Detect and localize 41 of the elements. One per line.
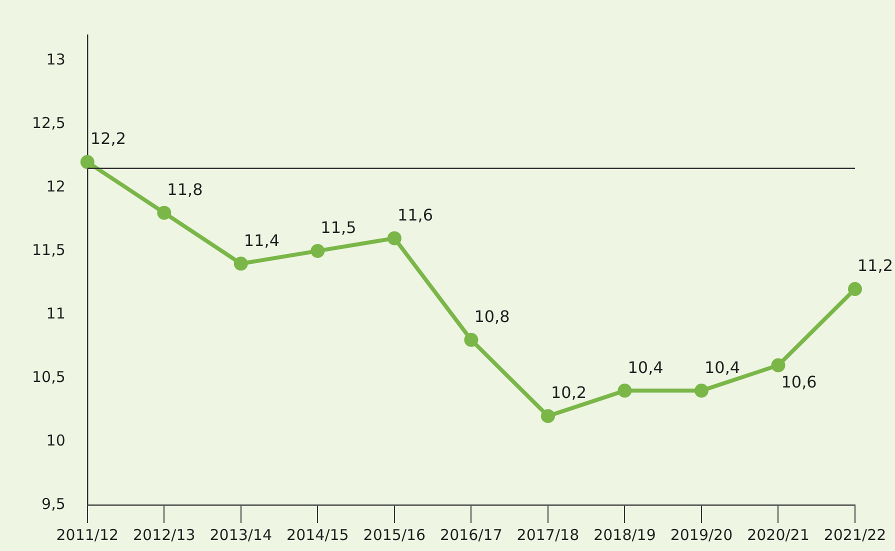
- data-label: 11,2: [857, 256, 893, 276]
- x-tick-label: 2020/21: [747, 526, 810, 544]
- x-tick-label: 2013/14: [210, 526, 272, 544]
- x-tick-label: 2011/12: [56, 526, 119, 544]
- point: [464, 332, 478, 347]
- data-label: 10,6: [781, 372, 817, 392]
- data-label: 11,5: [320, 218, 356, 238]
- point: [618, 384, 632, 398]
- point: [157, 206, 172, 220]
- data-label: 11,8: [167, 180, 203, 199]
- y-tick-label: 12: [46, 177, 66, 196]
- data-label: 10,4: [628, 358, 664, 377]
- point: [540, 409, 555, 424]
- point: [771, 358, 786, 372]
- y-tick-label: 9,5: [42, 494, 66, 513]
- data-label: 10,2: [550, 383, 587, 402]
- x-tick-label: 2019/20: [670, 526, 733, 544]
- y-tick-label: 12,5: [32, 114, 66, 132]
- point: [848, 282, 862, 296]
- y-tick-label: 13: [46, 50, 66, 68]
- point: [387, 231, 402, 246]
- data-label: 10,4: [704, 358, 740, 377]
- y-tick-label: 11,5: [32, 240, 66, 259]
- x-tick-label: 2021/22: [824, 526, 886, 544]
- data-label: 12,2: [90, 129, 126, 148]
- y-tick-label: 11: [46, 304, 66, 322]
- point: [80, 155, 94, 170]
- x-tick-label: 2014/15: [286, 526, 349, 544]
- y-tick-label: 10: [46, 431, 66, 450]
- data-label: 10,8: [474, 307, 510, 326]
- x-tick-label: 2017/18: [516, 526, 580, 544]
- x-tick-label: 2012/13: [132, 526, 196, 544]
- point: [694, 384, 708, 398]
- x-tick-label: 2018/19: [594, 526, 656, 544]
- x-tick-label: 2015/16: [363, 526, 426, 544]
- x-tick-label: 2016/17: [440, 526, 502, 544]
- point: [234, 256, 248, 271]
- y-tick-label: 10,5: [32, 368, 66, 386]
- data-label: 11,6: [397, 205, 434, 224]
- point: [310, 244, 325, 258]
- data-label: 11,4: [244, 230, 280, 250]
